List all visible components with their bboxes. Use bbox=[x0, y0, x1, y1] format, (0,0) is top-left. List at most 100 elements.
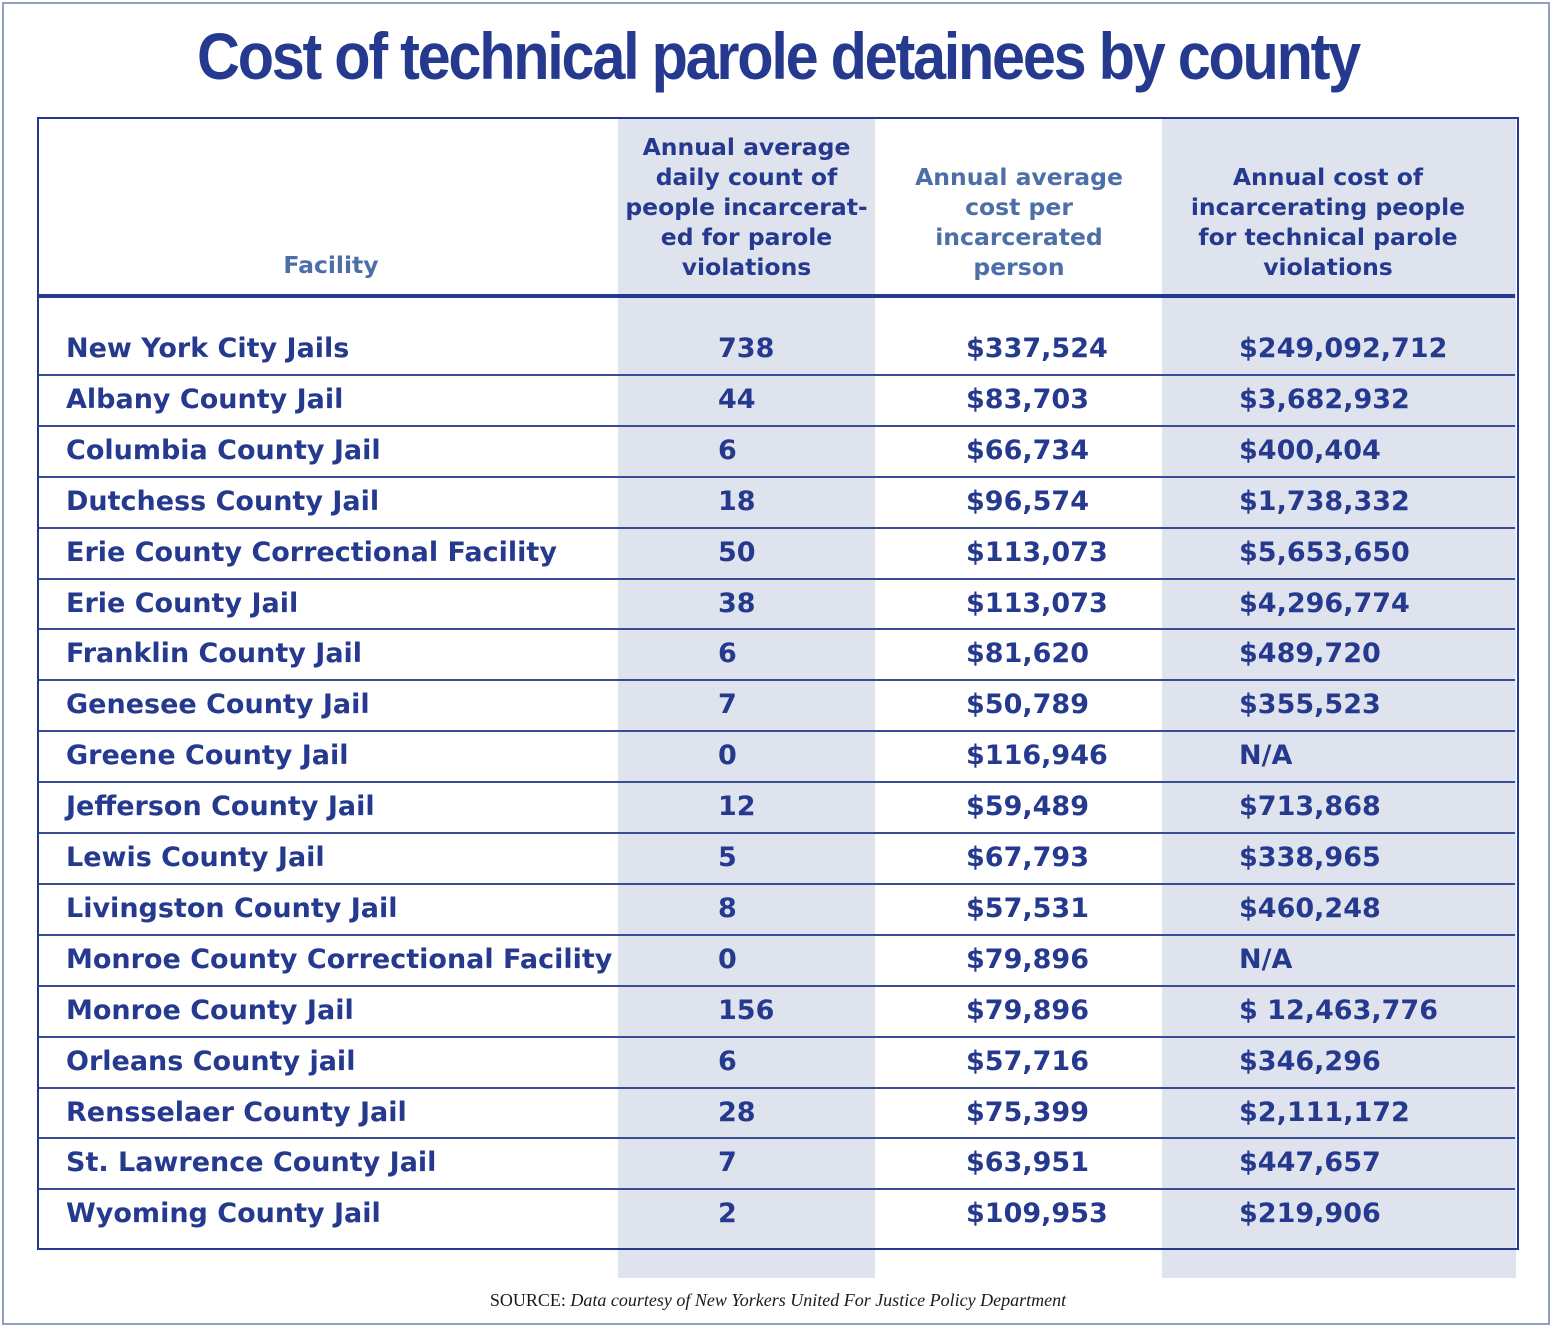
cost-cell: $113,073 bbox=[966, 587, 1108, 619]
table-row: Erie County Correctional Facility 50 $113,… bbox=[0, 528, 1556, 579]
count-cell: 6 bbox=[718, 1045, 737, 1077]
count-column-shade bbox=[618, 118, 875, 1278]
table-row: Jefferson County Jail 12 $59,489 $713,868 bbox=[0, 782, 1556, 833]
row-divider bbox=[39, 1035, 1515, 1038]
row-divider bbox=[39, 475, 1515, 478]
count-cell: 6 bbox=[718, 638, 737, 670]
table-border bbox=[37, 117, 1519, 1250]
facility-cell: Jefferson County Jail bbox=[66, 791, 375, 823]
header-total-line: violations bbox=[1263, 253, 1393, 281]
cost-cell: $57,531 bbox=[966, 892, 1089, 924]
total-cell: $1,738,332 bbox=[1239, 485, 1410, 517]
row-divider bbox=[39, 577, 1515, 580]
header-cost-line: cost per bbox=[965, 193, 1073, 221]
source-label: SOURCE: bbox=[489, 1290, 566, 1310]
cost-cell: $66,734 bbox=[966, 434, 1089, 466]
count-cell: 6 bbox=[718, 434, 737, 466]
table-row: St. Lawrence County Jail 7 $63,951 $447,657 bbox=[0, 1138, 1556, 1189]
total-cell: $447,657 bbox=[1239, 1147, 1381, 1179]
header-total-line: Annual cost of bbox=[1232, 163, 1424, 191]
total-cell: $219,906 bbox=[1239, 1198, 1381, 1230]
row-divider bbox=[39, 679, 1515, 682]
facility-cell: Lewis County Jail bbox=[66, 842, 325, 873]
table-row: Genesee County Jail 7 $50,789 $355,523 bbox=[0, 680, 1556, 731]
row-divider bbox=[39, 1188, 1515, 1191]
table-row: Rensselaer County Jail 28 $75,399 $2,111,17… bbox=[0, 1088, 1556, 1139]
count-cell: 28 bbox=[718, 1096, 756, 1128]
row-divider bbox=[39, 984, 1515, 987]
table-row: Albany County Jail 44 $83,703 $3,682,932 bbox=[0, 375, 1556, 426]
facility-cell: Franklin County Jail bbox=[66, 638, 363, 670]
cost-cell: $59,489 bbox=[966, 791, 1089, 823]
row-divider bbox=[39, 1137, 1515, 1140]
row-divider bbox=[39, 373, 1515, 376]
count-cell: 738 bbox=[718, 333, 775, 364]
row-divider bbox=[39, 526, 1515, 529]
header-cost: Annual average cost per incarcerated per… bbox=[890, 162, 1148, 282]
count-cell: 5 bbox=[718, 842, 737, 873]
facility-cell: Erie County Correctional Facility bbox=[66, 536, 557, 568]
row-divider bbox=[39, 832, 1515, 834]
table-row: Monroe County Jail 156 $79,896 $ 12,463,776 bbox=[0, 986, 1556, 1037]
table-row: Livingston County Jail 8 $57,531 $460,248 bbox=[0, 884, 1556, 935]
count-cell: 8 bbox=[718, 892, 737, 924]
total-cell: $4,296,774 bbox=[1239, 587, 1410, 619]
header-facility: Facility bbox=[283, 251, 379, 279]
header-total-line: for technical parole bbox=[1198, 223, 1458, 251]
total-cell: N/A bbox=[1239, 740, 1293, 772]
facility-cell: Monroe County Correctional Facility bbox=[66, 943, 613, 975]
cost-cell: $83,703 bbox=[966, 383, 1089, 415]
facility-cell: St. Lawrence County Jail bbox=[66, 1147, 437, 1179]
table-row: Franklin County Jail 6 $81,620 $489,720 bbox=[0, 629, 1556, 680]
table-row: Lewis County Jail 5 $67,793 $338,965 bbox=[0, 833, 1556, 884]
header-total: Annual cost of incarcerating people for … bbox=[1162, 162, 1494, 282]
table-row: Orleans County jail 6 $57,716 $346,296 bbox=[0, 1037, 1556, 1088]
source-note: SOURCE: Data courtesy of New Yorkers Uni… bbox=[0, 1290, 1556, 1311]
facility-cell: Orleans County jail bbox=[66, 1045, 356, 1077]
total-cell: $355,523 bbox=[1239, 689, 1381, 721]
facility-cell: Erie County Jail bbox=[66, 587, 299, 619]
cost-cell: $81,620 bbox=[966, 638, 1089, 670]
row-divider bbox=[39, 424, 1515, 427]
cost-cell: $75,399 bbox=[966, 1096, 1089, 1128]
header-count-line: violations bbox=[681, 253, 812, 281]
header-count-line: people incarcerat- bbox=[625, 193, 868, 221]
row-divider bbox=[39, 781, 1515, 784]
total-cell: $346,296 bbox=[1239, 1045, 1381, 1077]
count-cell: 38 bbox=[718, 587, 756, 619]
cost-cell: $50,789 bbox=[966, 689, 1089, 721]
facility-cell: Albany County Jail bbox=[66, 383, 344, 415]
count-cell: 156 bbox=[718, 994, 775, 1026]
total-cell: N/A bbox=[1239, 943, 1293, 975]
total-cell: $3,682,932 bbox=[1239, 383, 1410, 415]
header-cost-line: incarcerated bbox=[935, 223, 1103, 251]
page-title: Cost of technical parole detainees by co… bbox=[197, 19, 1361, 93]
cost-cell: $63,951 bbox=[966, 1147, 1089, 1179]
facility-cell: Wyoming County Jail bbox=[66, 1198, 381, 1230]
count-cell: 50 bbox=[718, 536, 756, 568]
count-cell: 7 bbox=[718, 689, 737, 721]
row-divider bbox=[39, 933, 1515, 936]
facility-cell: Livingston County Jail bbox=[66, 892, 398, 924]
facility-cell: Rensselaer County Jail bbox=[66, 1096, 407, 1128]
total-column-shade bbox=[1162, 118, 1516, 1278]
count-cell: 0 bbox=[718, 740, 737, 772]
cost-cell: $79,896 bbox=[966, 943, 1089, 975]
cost-cell: $113,073 bbox=[966, 536, 1108, 568]
facility-cell: Greene County Jail bbox=[66, 740, 349, 772]
table-row: Monroe County Correctional Facility 0 $79,… bbox=[0, 935, 1556, 986]
header-cost-line: Annual average bbox=[915, 163, 1123, 191]
header-count: Annual average daily count of people inc… bbox=[618, 132, 875, 282]
total-cell: $489,720 bbox=[1239, 638, 1381, 670]
total-cell: $338,965 bbox=[1239, 842, 1381, 873]
count-cell: 44 bbox=[718, 383, 756, 415]
count-cell: 0 bbox=[718, 943, 737, 975]
facility-cell: Monroe County Jail bbox=[66, 994, 354, 1026]
header-count-line: Annual average bbox=[642, 133, 851, 161]
total-cell: $713,868 bbox=[1239, 791, 1381, 823]
cost-cell: $337,524 bbox=[966, 333, 1108, 364]
count-cell: 7 bbox=[718, 1147, 737, 1179]
table-row: Greene County Jail 0 $116,946 N/A bbox=[0, 731, 1556, 782]
table-row: Columbia County Jail 6 $66,734 $400,404 bbox=[0, 426, 1556, 477]
